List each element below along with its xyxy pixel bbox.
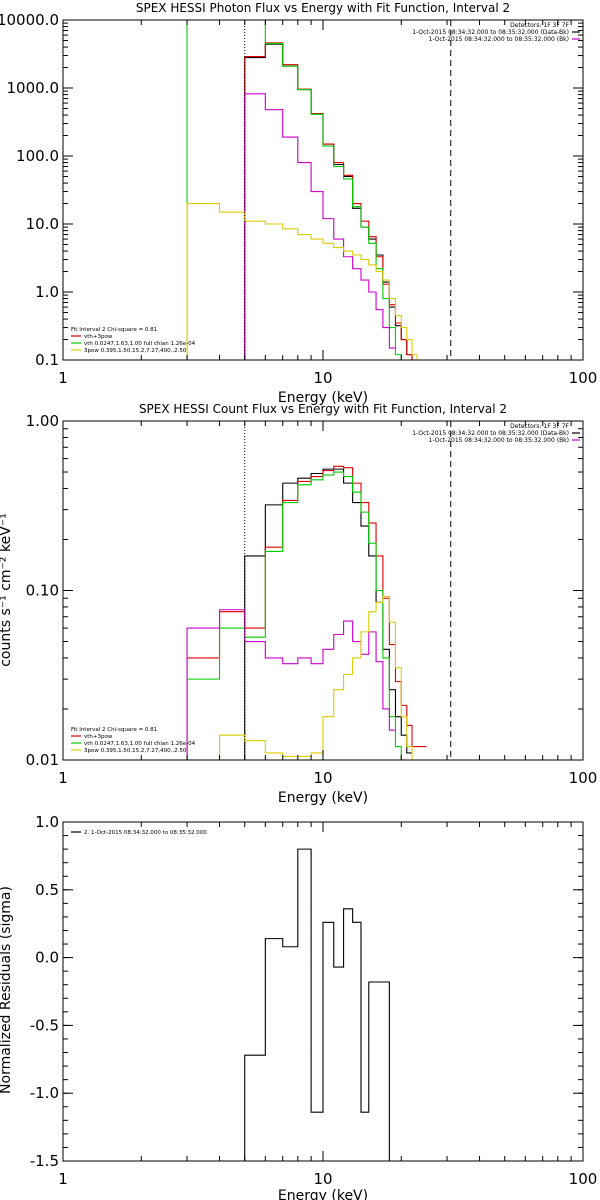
header-line-0: Detectors: 1F 3F 7F bbox=[510, 22, 569, 29]
y-tick-label: 10000.0 bbox=[0, 11, 59, 29]
series-3-line bbox=[244, 93, 396, 360]
photon-flux-xlabel: Energy (keV) bbox=[278, 390, 368, 406]
x-tick-label: 1 bbox=[58, 769, 68, 787]
plot-frame bbox=[62, 19, 584, 361]
series-2-line bbox=[186, 471, 413, 760]
header-line-1: 1-Oct-2015 08:34:32.000 to 08:35:32.000 … bbox=[412, 29, 569, 36]
x-tick-label: 1 bbox=[58, 1170, 68, 1188]
legend-entry: vth 0.0247,1.63,1.00 full chian 1.26e-04 bbox=[84, 341, 196, 347]
x-tick-label: 10 bbox=[313, 1170, 332, 1188]
series-3-line bbox=[186, 609, 396, 760]
y-tick-label: 0.5 bbox=[35, 881, 59, 899]
x-tick-label: 100 bbox=[569, 369, 598, 387]
series-group bbox=[186, 20, 427, 360]
y-tick-label: 100.0 bbox=[16, 147, 59, 165]
y-tick-label: 0.10 bbox=[26, 582, 59, 600]
x-tick-label: 100 bbox=[569, 1170, 598, 1188]
photon-flux-title: SPEX HESSI Photon Flux vs Energy with Fi… bbox=[136, 1, 510, 15]
legend-entry: vth 0.0247,1.63,1.00 full chian 1.26e-04 bbox=[84, 741, 196, 747]
y-tick-label: 1.0 bbox=[35, 283, 59, 301]
legend-entry: vth+3pow bbox=[84, 334, 113, 340]
y-tick-label: -1.0 bbox=[30, 1084, 59, 1102]
header-line-2: 1-Oct-2015 08:34:32.000 to 08:35:32.000 … bbox=[429, 36, 570, 43]
series-4-line bbox=[186, 202, 427, 360]
series-4-line bbox=[187, 596, 427, 760]
photon-flux-plot-area: 1 10 100 0.1 1.0 10.0 100.0 1000.0 10000.0 Detect… bbox=[0, 11, 597, 387]
x-tick-label: 1 bbox=[58, 369, 68, 387]
y-tick-label: 10.0 bbox=[26, 215, 59, 233]
legend-entry: 2. 1-Oct-2015 08:34:32.000 to 08:35:32.0… bbox=[84, 830, 207, 836]
x-tick-label: 10 bbox=[313, 369, 332, 387]
count-flux-ylabel: counts s⁻¹ cm⁻² keV⁻¹ bbox=[0, 513, 14, 667]
series-1-line bbox=[186, 465, 427, 760]
legend-title: Fit Interval 2 Chi-square = 0.81 bbox=[71, 727, 157, 733]
y-tick-label: -0.5 bbox=[30, 1016, 59, 1034]
panel-count-flux: SPEX HESSI Count Flux vs Energy with Fit… bbox=[0, 402, 597, 806]
header-line-0: Detectors: 1F 3F 7F bbox=[510, 423, 569, 430]
y-tick-label: 0.01 bbox=[26, 751, 59, 769]
y-tick-label: 1000.0 bbox=[7, 79, 60, 97]
series-0-line bbox=[244, 43, 427, 360]
count-flux-title: SPEX HESSI Count Flux vs Energy with Fit… bbox=[139, 402, 507, 416]
legend-entry: 3pow 0.395,1.50,15.2,7.27,400.,2.50 bbox=[84, 348, 187, 354]
x-tick-label: 100 bbox=[569, 769, 598, 787]
legend-entry: 3pow 0.395,1.50,15.2,7.27,400.,2.50 bbox=[84, 748, 187, 754]
count-flux-plot-area: 1 10 1000.010.101.00 Detectors: 1F 3F 7F1-O… bbox=[26, 412, 598, 787]
legend-title: Fit Interval 2 Chi-square = 0.81 bbox=[71, 327, 157, 333]
series-0-line bbox=[244, 468, 413, 760]
y-tick-label: -1.5 bbox=[30, 1152, 59, 1170]
header-line-1: 1-Oct-2015 08:34:32.000 to 08:35:32.000 … bbox=[412, 430, 569, 437]
series-1-line bbox=[244, 42, 427, 360]
count-flux-xlabel: Energy (keV) bbox=[278, 790, 368, 806]
legend-entry: vth+3pow bbox=[84, 734, 113, 740]
series-group bbox=[186, 465, 427, 760]
series-0-line bbox=[244, 848, 390, 1161]
panel-photon-flux: SPEX HESSI Photon Flux vs Energy with Fi… bbox=[0, 1, 597, 406]
residuals-plot-area: 1 10 100 -1.5 -1.0 -0.5 0.0 0.5 1.0 2. 1-Oct-2015… bbox=[30, 813, 598, 1188]
series-2-line bbox=[186, 20, 413, 360]
y-tick-label: 0.0 bbox=[35, 949, 59, 967]
panel-residuals: Energy (keV) Normalized Residuals (sigma… bbox=[0, 813, 597, 1200]
y-tick-label: 1.0 bbox=[35, 813, 59, 831]
y-tick-label: 1.00 bbox=[26, 412, 59, 430]
x-tick-label: 10 bbox=[313, 769, 332, 787]
y-tick-label: 0.1 bbox=[35, 351, 59, 369]
header-line-2: 1-Oct-2015 08:34:32.000 to 08:35:32.000 … bbox=[429, 437, 570, 444]
residuals-ylabel: Normalized Residuals (sigma) bbox=[0, 886, 14, 1094]
series-group bbox=[244, 848, 390, 1161]
residuals-xlabel: Energy (keV) bbox=[278, 1188, 368, 1200]
